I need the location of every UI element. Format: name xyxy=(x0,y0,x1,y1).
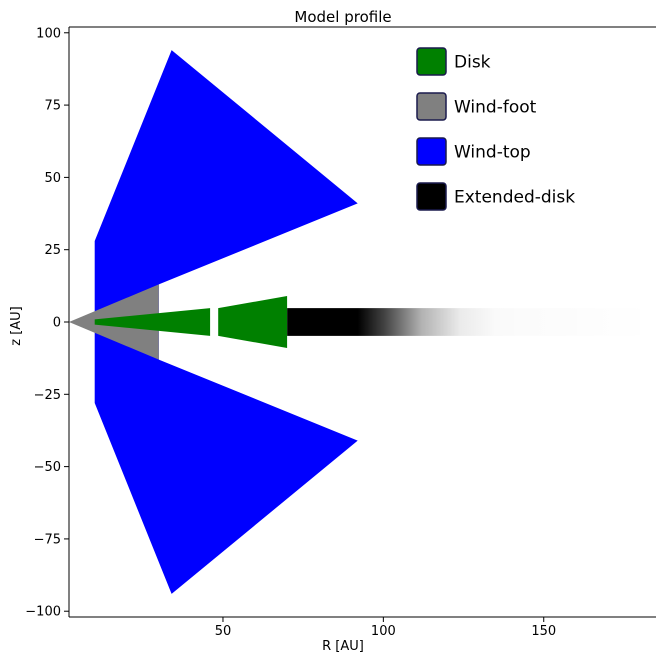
x-tick-label: 100 xyxy=(371,624,396,639)
legend-label: Wind-top xyxy=(454,143,531,163)
wind-top-region xyxy=(94,50,358,594)
x-tick-label: 50 xyxy=(215,624,232,639)
y-tick-label: 50 xyxy=(44,171,61,186)
chart-title: Model profile xyxy=(294,8,391,26)
y-tick-label: 75 xyxy=(44,99,61,114)
legend-swatch xyxy=(416,47,447,76)
y-tick-label: 100 xyxy=(36,26,61,41)
y-tick-label: 25 xyxy=(44,243,61,258)
disk-segment-2 xyxy=(218,296,288,348)
y-tick-label: −100 xyxy=(25,605,61,620)
y-tick-label: 0 xyxy=(53,316,61,331)
legend-swatch xyxy=(416,137,447,166)
legend-label: Disk xyxy=(454,53,491,73)
axes: 50 100 150 100 75 50 25 0 −25 −50 −75 −100 xyxy=(25,26,656,639)
legend-swatch xyxy=(416,92,447,121)
legend-swatch xyxy=(416,182,447,211)
y-tick-label: −25 xyxy=(34,388,61,403)
x-axis-label: R [AU] xyxy=(322,639,364,654)
y-tick-label: −75 xyxy=(34,532,61,547)
y-axis-label: z [AU] xyxy=(9,306,24,346)
legend-label: Wind-foot xyxy=(454,98,537,118)
extended-disk-region xyxy=(287,308,656,336)
plot-area xyxy=(69,50,656,594)
legend: Disk Wind-foot Wind-top Extended-disk xyxy=(416,47,575,211)
legend-label: Extended-disk xyxy=(454,188,575,208)
y-tick-label: −50 xyxy=(34,460,61,475)
disk-segment-1 xyxy=(94,308,211,336)
x-tick-label: 150 xyxy=(531,624,556,639)
